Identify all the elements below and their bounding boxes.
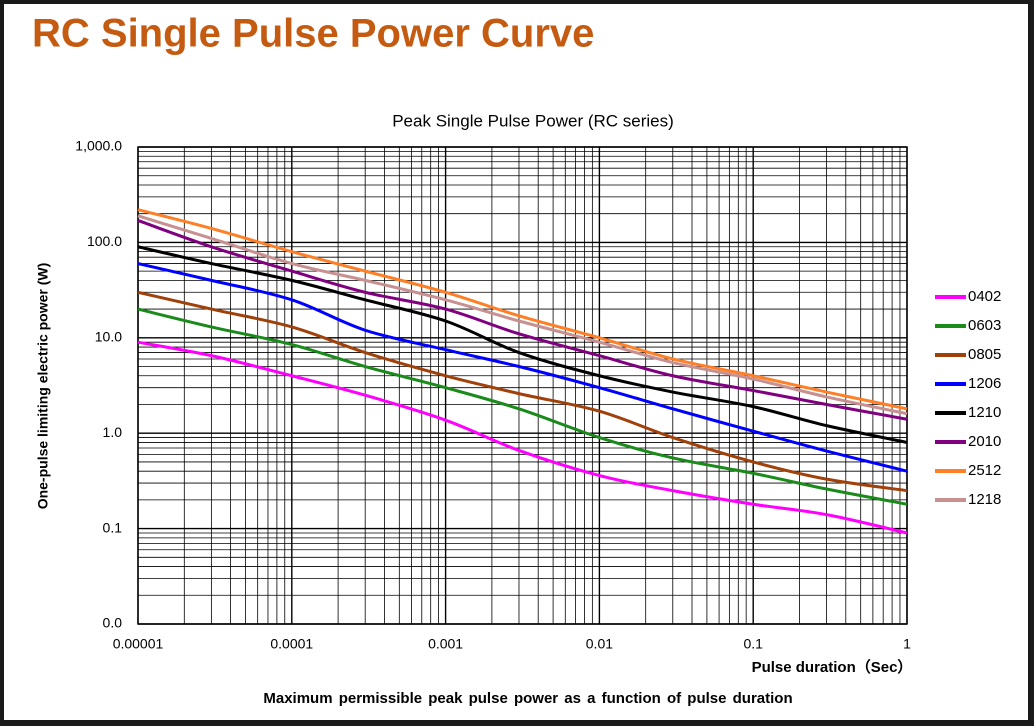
y-tick-label: 10.0	[95, 329, 122, 345]
series-line	[137, 340, 908, 535]
y-axis-label: One-pulse limiting electric power (W)	[35, 263, 51, 510]
x-tick-label: 0.01	[586, 636, 613, 652]
y-tick-label: 0.0	[103, 615, 123, 631]
caption: Maximum permissible peak pulse power as …	[263, 690, 792, 707]
y-tick-label: 0.1	[103, 519, 123, 535]
x-tick-label: 0.001	[428, 636, 463, 652]
legend-label: 0603	[968, 317, 1001, 334]
x-axis-label: Pulse duration（Sec）	[752, 658, 913, 676]
slide-title: RC Single Pulse Power Curve	[32, 12, 594, 56]
plot-frame	[137, 146, 908, 625]
x-tick-label: 0.00001	[113, 636, 164, 652]
legend-label: 0805	[968, 346, 1001, 363]
series-line	[137, 214, 908, 416]
y-tick-label: 1.0	[103, 424, 123, 440]
legend-label: 2010	[968, 433, 1001, 450]
legend-label: 1206	[968, 375, 1001, 392]
series-line	[137, 219, 908, 421]
legend-label: 0402	[968, 288, 1001, 305]
legend-label: 1210	[968, 404, 1001, 421]
series-line	[137, 290, 908, 493]
chart-title: Peak Single Pulse Power (RC series)	[392, 111, 674, 130]
series-line	[137, 262, 908, 473]
y-tick-label: 1,000.0	[75, 138, 122, 154]
legend-label: 2512	[968, 462, 1001, 479]
x-tick-label: 0.1	[743, 636, 763, 652]
x-tick-label: 1	[903, 636, 911, 652]
series-line	[137, 208, 908, 411]
x-tick-label: 0.0001	[270, 636, 313, 652]
slide	[4, 4, 1028, 720]
legend-label: 1218	[968, 491, 1001, 508]
series-line	[137, 307, 908, 506]
series-line	[137, 245, 908, 444]
y-tick-label: 100.0	[87, 233, 122, 249]
